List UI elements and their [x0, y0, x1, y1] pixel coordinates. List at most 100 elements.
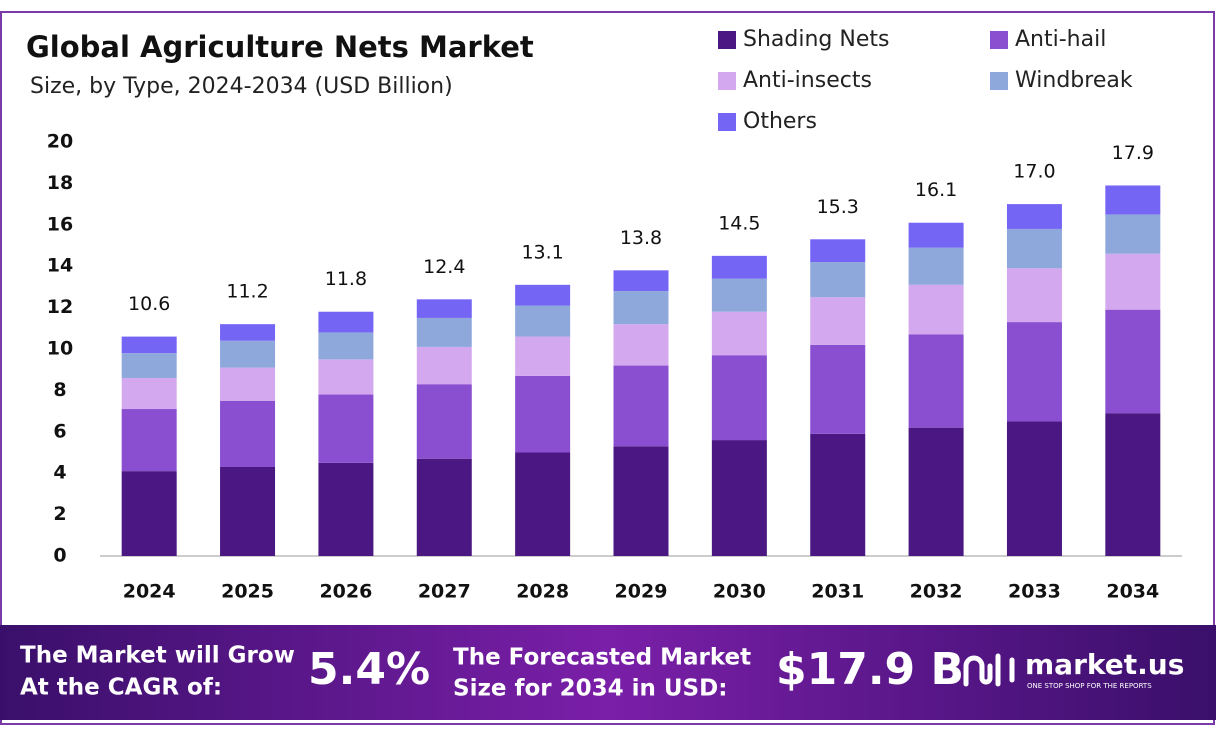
x-tick-label: 2028: [516, 581, 569, 603]
x-tick-label: 2024: [123, 581, 176, 603]
bar-segment: [220, 466, 276, 556]
bar-segment: [1105, 413, 1161, 556]
legend-label: Others: [743, 109, 817, 134]
total-label: 17.9: [1112, 142, 1154, 164]
bar-segment: [711, 278, 767, 312]
bar-segment: [908, 247, 964, 285]
frame: [0, 11, 1215, 725]
y-tick-label: 8: [53, 379, 66, 401]
bar-segment: [121, 471, 177, 556]
x-tick-label: 2032: [910, 581, 963, 603]
bar-segment: [220, 324, 276, 341]
brand-tagline: ONE STOP SHOP FOR THE REPORTS: [1027, 682, 1152, 690]
x-tick-label: 2029: [615, 581, 668, 603]
total-label: 14.5: [718, 212, 760, 234]
bar-segment: [1105, 185, 1161, 215]
total-label: 11.8: [325, 268, 367, 290]
legend-label: Anti-hail: [1015, 27, 1106, 52]
footer-text: At the CAGR of:: [20, 675, 222, 701]
bar-segment: [810, 433, 866, 556]
bar-segment: [515, 284, 571, 306]
bar-segment: [810, 262, 866, 298]
bar-segment: [613, 324, 669, 366]
y-tick-label: 14: [47, 255, 73, 277]
x-tick-label: 2031: [811, 581, 864, 603]
bar-segment: [810, 239, 866, 263]
legend-label: Windbreak: [1015, 68, 1133, 93]
bar-segment: [416, 384, 472, 459]
x-tick-label: 2025: [221, 581, 274, 603]
total-label: 17.0: [1013, 161, 1055, 183]
legend-swatch: [990, 72, 1008, 90]
bar-segment: [1006, 322, 1062, 422]
bar-segment: [121, 377, 177, 410]
y-tick-label: 12: [47, 296, 73, 318]
bar-segment: [220, 367, 276, 401]
legend-swatch: [718, 72, 736, 90]
y-tick-label: 6: [53, 420, 66, 442]
bar-segment: [515, 452, 571, 556]
bar-segment: [220, 340, 276, 368]
y-tick-label: 10: [47, 338, 73, 360]
footer-text: The Market will Grow: [20, 643, 295, 669]
y-tick-label: 18: [47, 172, 73, 194]
y-tick-label: 0: [53, 545, 66, 567]
bar-segment: [613, 270, 669, 292]
bar-segment: [908, 222, 964, 248]
bar-segment: [318, 332, 374, 360]
x-tick-label: 2033: [1008, 581, 1061, 603]
total-label: 16.1: [915, 179, 957, 201]
bar-segment: [318, 462, 374, 556]
bar-segment: [711, 311, 767, 356]
y-tick-label: 20: [47, 131, 73, 153]
total-label: 11.2: [226, 281, 268, 303]
bar-segment: [613, 446, 669, 556]
x-tick-label: 2026: [319, 581, 372, 603]
legend-label: Anti-insects: [743, 68, 872, 93]
total-label: 15.3: [817, 196, 859, 218]
y-tick-label: 4: [53, 462, 66, 484]
y-tick-label: 16: [47, 213, 73, 235]
legend-swatch: [718, 31, 736, 49]
legend-label: Shading Nets: [743, 27, 889, 52]
chart-title: Global Agriculture Nets Market: [26, 30, 534, 64]
bar-segment: [515, 336, 571, 376]
bar-segment: [318, 394, 374, 463]
y-tick-label: 2: [53, 503, 66, 525]
bar-segment: [121, 336, 177, 354]
bar-segment: [1105, 253, 1161, 310]
total-label: 13.8: [620, 227, 662, 249]
bar-segment: [711, 355, 767, 441]
bar-segment: [613, 365, 669, 447]
bar-segment: [711, 255, 767, 279]
legend-swatch: [990, 31, 1008, 49]
bar-segment: [416, 346, 472, 385]
total-label: 12.4: [423, 256, 465, 278]
bar-segment: [1006, 268, 1062, 323]
bar-segment: [613, 291, 669, 325]
footer-value: $17.9 B: [776, 644, 964, 695]
total-label: 13.1: [521, 241, 563, 263]
brand-logo: [963, 653, 1015, 687]
bar-segment: [318, 311, 374, 333]
bar-segment: [1006, 421, 1062, 556]
bar-segment: [416, 458, 472, 556]
bar-segment: [810, 297, 866, 345]
bar-segment: [121, 409, 177, 472]
bar-segment: [810, 344, 866, 434]
x-tick-label: 2034: [1106, 581, 1159, 603]
total-label: 10.6: [128, 293, 170, 315]
bar-segment: [515, 305, 571, 337]
footer-value: 5.4%: [308, 644, 430, 695]
bar-segment: [416, 299, 472, 318]
bar-segment: [220, 400, 276, 467]
footer-text: Size for 2034 in USD:: [453, 676, 727, 702]
legend-swatch: [718, 113, 736, 131]
bar-segment: [908, 427, 964, 556]
bar-segment: [121, 353, 177, 378]
bar-segment: [908, 284, 964, 335]
bar-segment: [908, 334, 964, 428]
brand-name: market.us: [1025, 648, 1184, 681]
bar-segment: [416, 317, 472, 347]
